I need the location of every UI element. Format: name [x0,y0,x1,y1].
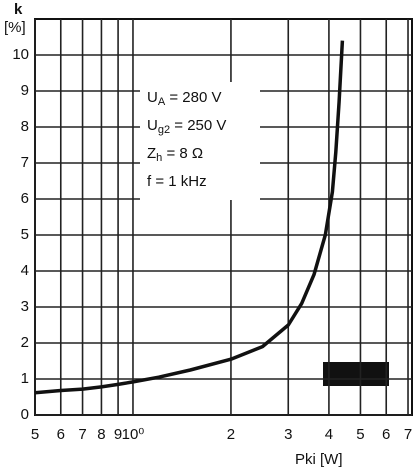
annotation: Zh = 8 Ω [147,145,203,164]
y-tick-label: 9 [21,82,29,99]
x-tick-label: 4 [325,426,333,443]
logo [323,362,389,386]
y-tick-label: 3 [21,298,29,315]
y-tick-label: 6 [21,190,29,207]
annotation: Ug2 = 250 V [147,117,226,136]
x-tick-label: 2 [227,426,235,443]
x-tick-label: 6 [57,426,65,443]
annotation-text: = 8 Ω [162,145,203,162]
x-tick-label: 10⁰ [122,426,145,443]
annotation-symbol: f [147,173,152,190]
annotation-symbol: U [147,89,158,106]
annotation-symbol: Z [147,145,156,162]
y-tick-label: 2 [21,334,29,351]
y-tick-label: 1 [21,370,29,387]
y-tick-label: 7 [21,154,29,171]
annotation-subscript: h [156,152,162,164]
y-tick-label: 10 [12,46,29,63]
annotation-text: = 1 kHz [151,173,206,190]
plot-frame [34,18,413,416]
annotation-symbol: U [147,117,158,134]
y-axis-label: k [14,1,23,18]
y-tick-label: 8 [21,118,29,135]
curve [34,40,345,395]
x-tick-label: 3 [284,426,292,443]
y-tick-label: 5 [21,226,29,243]
annotation-text: = 250 V [170,117,226,134]
x-tick-label: 9 [114,426,122,443]
annotation-subscript: g2 [158,124,170,136]
annotation: f = 1 kHz [147,173,207,190]
annotation: UA = 280 V [147,89,221,108]
x-tick-label: 5 [31,426,39,443]
x-tick-label: 6 [382,426,390,443]
annotation-text: = 280 V [165,89,221,106]
y-tick-label: 4 [21,262,29,279]
x-tick-label: 7 [78,426,86,443]
y-tick-label: 0 [21,406,29,423]
x-axis-label: Pki [W] [295,451,343,468]
x-tick-label: 7 [404,426,412,443]
annotation-box [140,82,260,200]
y-axis-unit: [%] [4,19,26,36]
annotation-subscript: A [158,96,166,108]
x-tick-label: 8 [97,426,105,443]
x-tick-label: 5 [356,426,364,443]
